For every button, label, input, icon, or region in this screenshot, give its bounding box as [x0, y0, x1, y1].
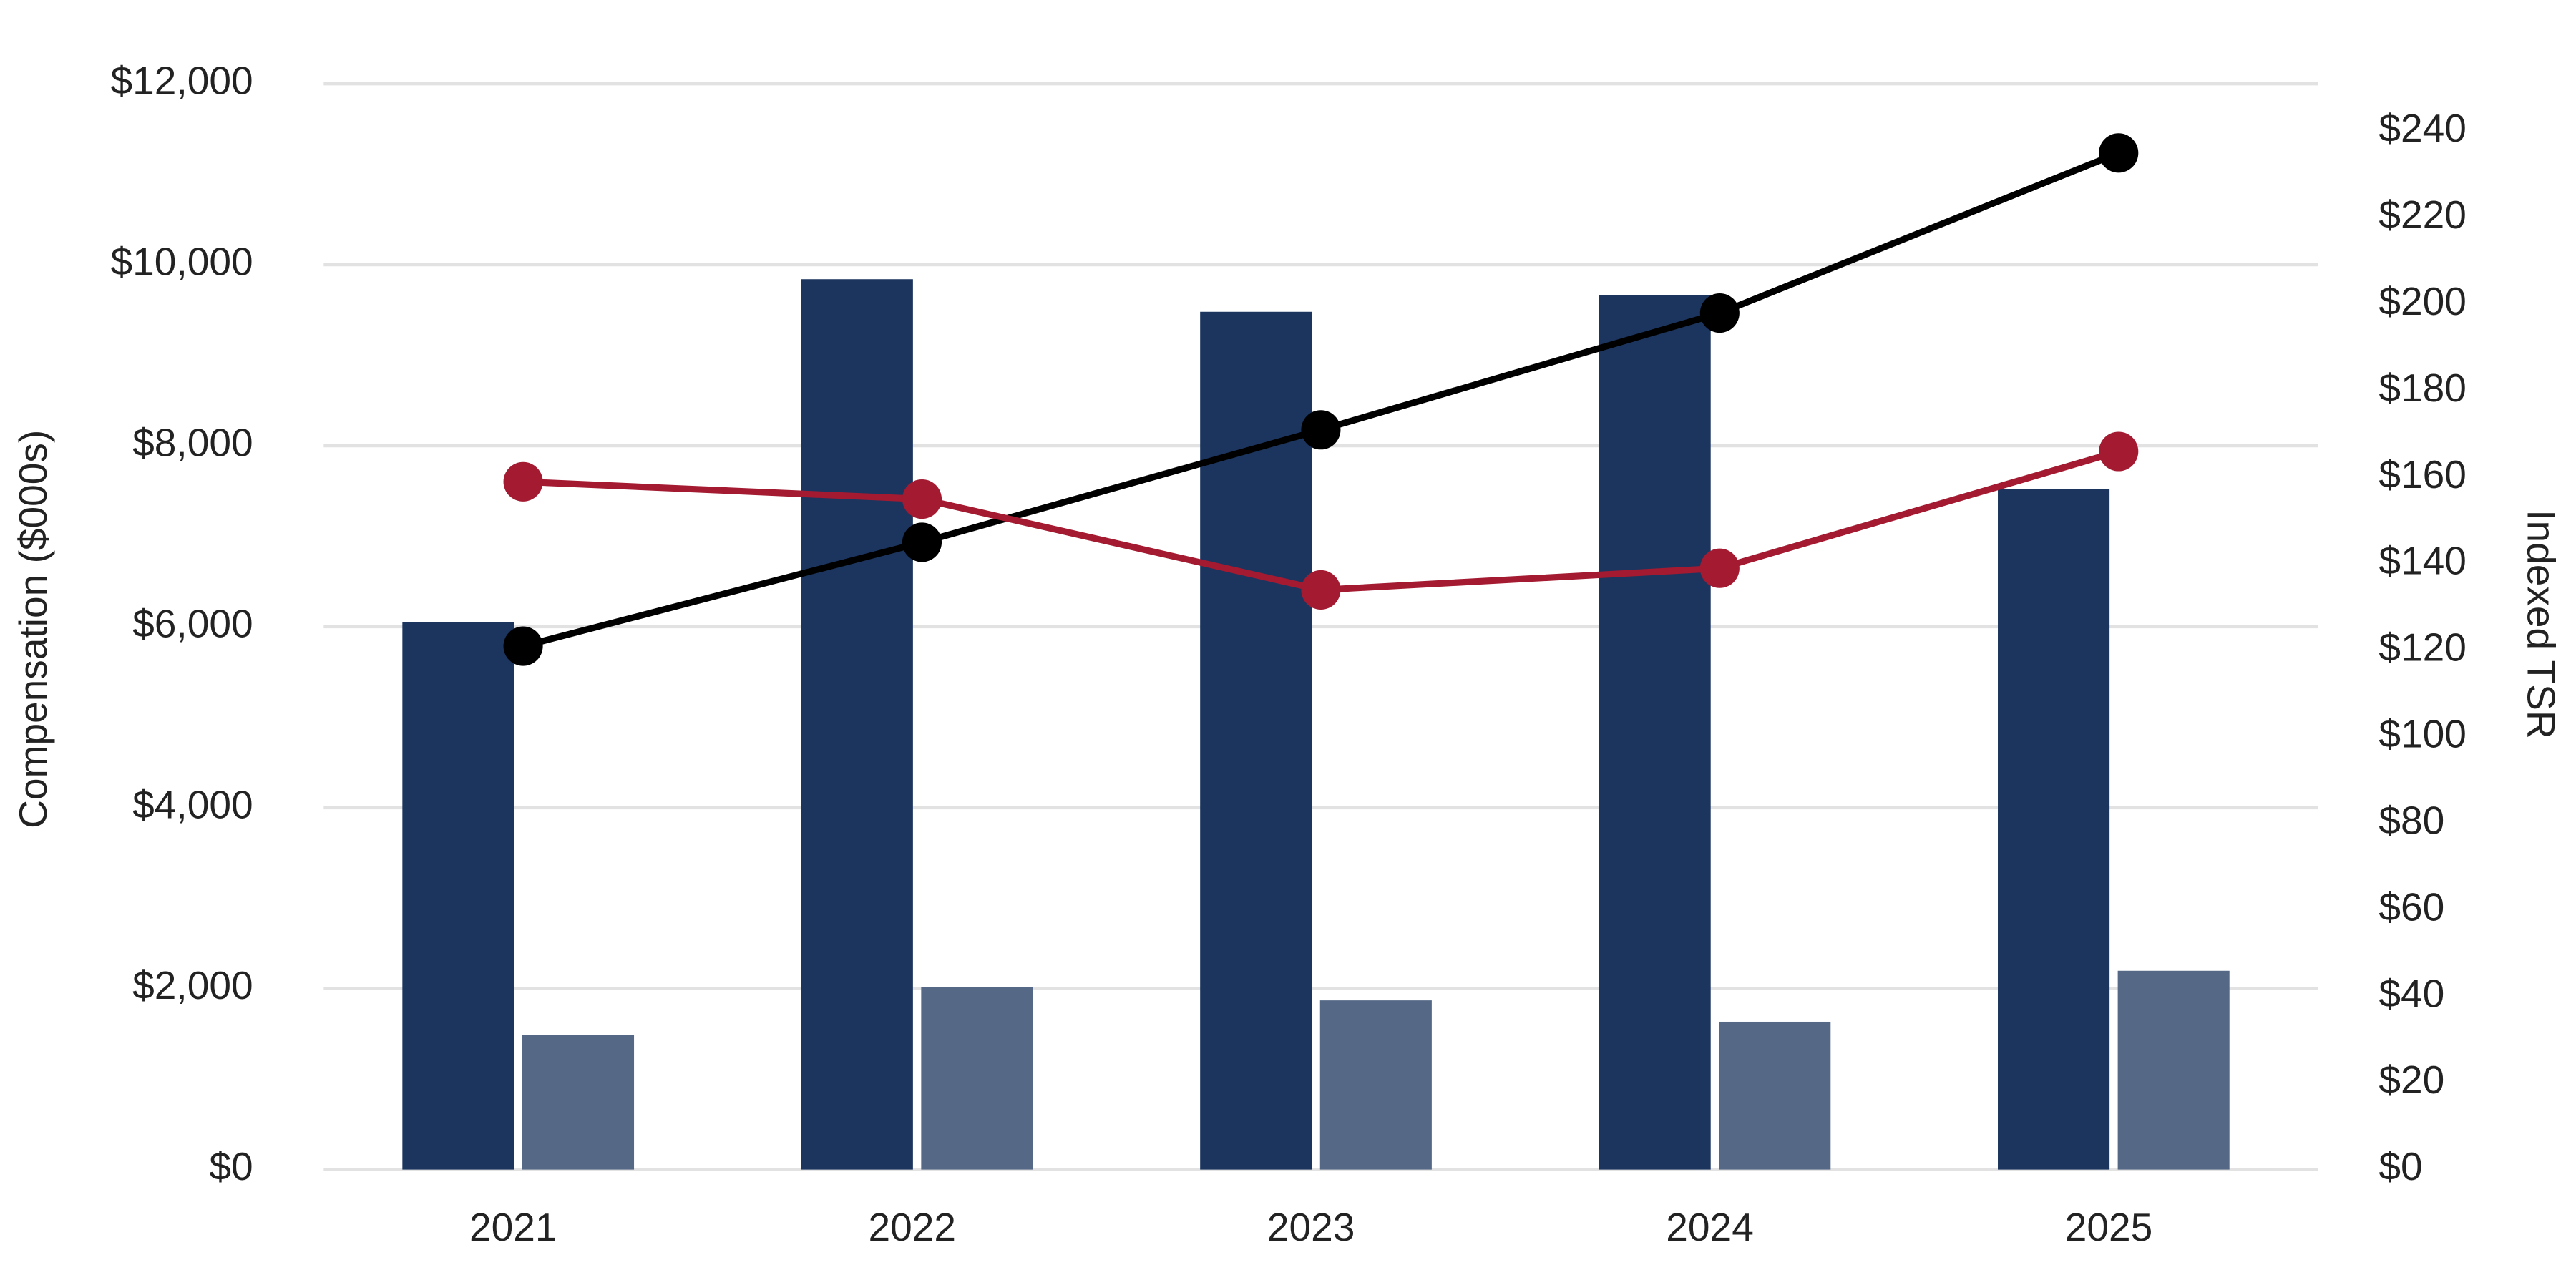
y2-tick-label: $0: [2379, 1144, 2422, 1188]
x-tick-label: 2025: [2065, 1205, 2153, 1249]
y2-tick-label: $220: [2379, 192, 2467, 237]
bar: [921, 987, 1033, 1170]
y-tick-label: $0: [209, 1144, 253, 1188]
y2-tick-label: $20: [2379, 1057, 2444, 1102]
bar: [402, 622, 514, 1170]
bar: [1998, 489, 2110, 1170]
line-marker: [902, 522, 942, 562]
line-marker: [2099, 431, 2139, 472]
y2-tick-label: $80: [2379, 798, 2444, 842]
y2-tick-label: $140: [2379, 539, 2467, 583]
y2-tick-label: $160: [2379, 452, 2467, 497]
line-marker: [2099, 133, 2139, 173]
line-marker: [503, 626, 543, 666]
y2-tick-label: $100: [2379, 712, 2467, 756]
line-marker: [503, 461, 543, 502]
line-marker: [1699, 293, 1740, 333]
line-marker: [902, 479, 942, 519]
bar: [1319, 1000, 1432, 1170]
bar: [1719, 1021, 1831, 1170]
y2-tick-label: $200: [2379, 279, 2467, 323]
line-marker: [1301, 410, 1341, 450]
y-tick-label: $8,000: [132, 420, 253, 464]
x-tick-label: 2022: [868, 1205, 956, 1249]
y-tick-label: $10,000: [111, 240, 253, 284]
y2-tick-label: $120: [2379, 625, 2467, 670]
y2-tick-label: $180: [2379, 366, 2467, 410]
x-tick-label: 2021: [469, 1205, 557, 1249]
y-tick-label: $2,000: [132, 963, 253, 1007]
bar: [1599, 295, 1711, 1170]
bar: [522, 1035, 635, 1170]
y2-tick-label: $60: [2379, 884, 2444, 929]
y-axis-label: Compensation ($000s): [11, 430, 55, 829]
y2-tick-label: $40: [2379, 971, 2444, 1015]
x-tick-label: 2023: [1267, 1205, 1355, 1249]
y-tick-label: $6,000: [132, 601, 253, 645]
line-marker: [1699, 548, 1740, 588]
line-marker: [1301, 570, 1341, 610]
bar: [801, 279, 913, 1170]
y2-axis-label: Indexed TSR: [2519, 509, 2564, 738]
x-tick-label: 2024: [1666, 1205, 1754, 1249]
bar: [2117, 970, 2230, 1170]
y-tick-label: $12,000: [111, 59, 253, 103]
y2-tick-label: $240: [2379, 106, 2467, 150]
line: [522, 448, 2120, 594]
y-tick-label: $4,000: [132, 782, 253, 826]
bar: [1200, 311, 1312, 1170]
